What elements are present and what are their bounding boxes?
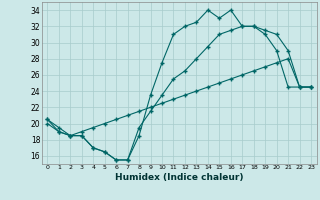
X-axis label: Humidex (Indice chaleur): Humidex (Indice chaleur) — [115, 173, 244, 182]
